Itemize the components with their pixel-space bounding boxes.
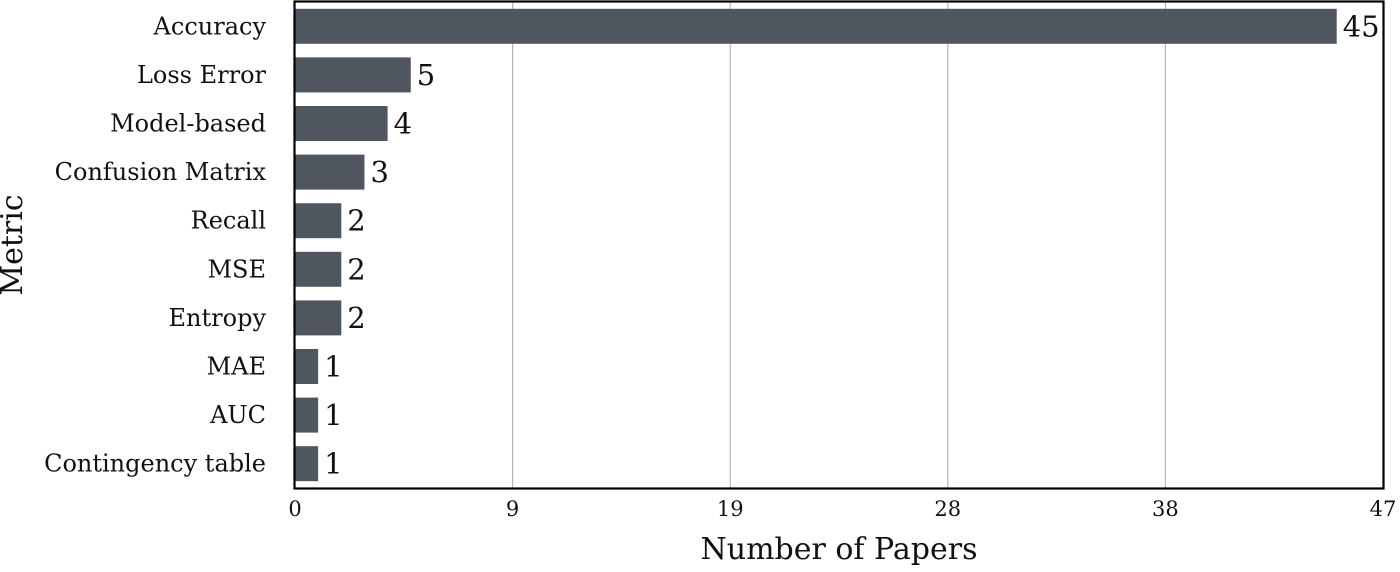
bar [295, 397, 319, 433]
labels: 0 9 19 28 38 47 Accuracy 45 Loss Error 5 Model-bas… [44, 9, 1396, 521]
data-label: 2 [347, 204, 365, 238]
x-tick-label: 28 [934, 497, 961, 521]
data-label: 1 [324, 398, 342, 432]
data-label: 5 [417, 58, 435, 92]
category-label: Accuracy [153, 12, 267, 40]
bar [295, 446, 319, 482]
data-label: 1 [324, 447, 342, 481]
bar [295, 349, 319, 384]
plot-frame [293, 0, 1385, 490]
x-tick-label: 38 [1152, 497, 1179, 521]
bar [295, 106, 388, 141]
x-tick-label: 19 [717, 497, 744, 521]
x-tick-label: 47 [1370, 497, 1397, 521]
category-label: Contingency table [44, 450, 266, 478]
gridlines [511, 2, 1167, 488]
data-label: 1 [324, 350, 342, 384]
category-label: Recall [191, 207, 266, 235]
category-label: Model-based [110, 110, 266, 138]
x-tick-label: 9 [506, 497, 519, 521]
x-tick-label: 0 [288, 497, 301, 521]
data-label: 2 [347, 301, 365, 335]
bar [295, 300, 342, 336]
bar [295, 203, 342, 239]
bars [295, 8, 1337, 482]
data-label: 45 [1343, 9, 1380, 43]
category-label: Confusion Matrix [55, 158, 267, 186]
bar [295, 8, 1337, 44]
data-label: 4 [394, 107, 412, 141]
category-label: AUC [209, 401, 266, 429]
bar [295, 57, 411, 93]
category-label: MAE [207, 353, 266, 381]
data-label: 3 [370, 155, 388, 189]
data-label: 2 [347, 252, 365, 286]
category-label: Loss Error [137, 61, 267, 89]
bar [295, 154, 365, 190]
category-label: MSE [207, 255, 266, 283]
category-label: Entropy [169, 304, 267, 332]
bar [295, 251, 342, 287]
x-axis-title: Number of Papers [701, 532, 978, 567]
y-axis-title: Metric [0, 194, 30, 295]
